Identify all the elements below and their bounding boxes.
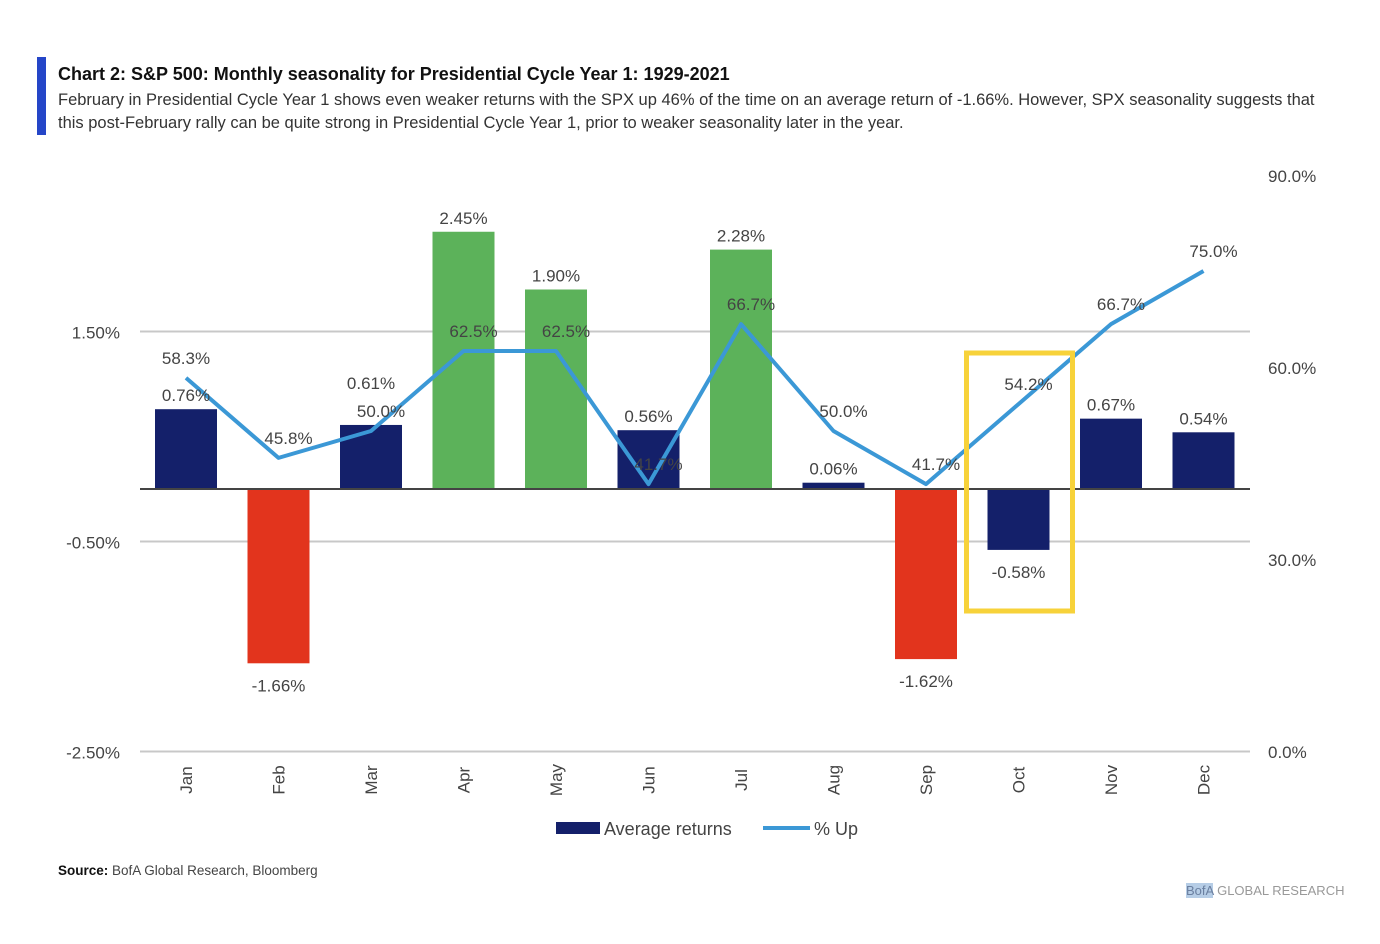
bar-value-label: 0.54% xyxy=(1179,409,1227,428)
pct-up-label: 66.7% xyxy=(727,295,775,314)
source-label: Source: xyxy=(58,863,109,878)
bar-jul xyxy=(710,249,772,489)
chart-title: Chart 2: S&P 500: Monthly seasonality fo… xyxy=(58,64,730,84)
x-tick-label: Apr xyxy=(455,766,474,793)
brand-text: GLOBAL RESEARCH xyxy=(1213,883,1345,898)
legend-label-pct-up: % Up xyxy=(814,819,858,839)
bar-oct xyxy=(987,489,1050,550)
x-tick-label: Feb xyxy=(270,765,289,794)
pct-up-label: 66.7% xyxy=(1097,295,1145,314)
x-tick-label: Jun xyxy=(640,766,659,793)
bar-apr xyxy=(432,231,495,489)
pct-up-label: 54.2% xyxy=(1004,375,1052,394)
pct-up-label: 62.5% xyxy=(449,322,497,341)
pct-up-label: 50.0% xyxy=(819,402,867,421)
chart-subtitle: February in Presidential Cycle Year 1 sh… xyxy=(58,91,1315,132)
accent-bar xyxy=(37,57,46,135)
pct-up-label: 50.0% xyxy=(357,402,405,421)
bar-value-label: -1.66% xyxy=(252,676,306,695)
x-tick-label: Dec xyxy=(1195,764,1214,795)
bar-jan xyxy=(155,409,217,489)
bar-value-label: 2.45% xyxy=(439,209,487,228)
source-note: Source: BofA Global Research, Bloomberg xyxy=(58,863,318,878)
bar-sep xyxy=(895,489,957,660)
bar-value-label: 0.56% xyxy=(624,407,672,426)
bar-mar xyxy=(340,424,402,489)
x-tick-label: Aug xyxy=(825,765,844,795)
right-tick-label: 30.0% xyxy=(1268,551,1316,570)
left-tick-label: -2.50% xyxy=(66,744,120,763)
highlight-box xyxy=(964,350,1075,614)
pct-up-line xyxy=(184,269,1205,487)
legend-label-average-returns: Average returns xyxy=(604,819,732,839)
right-tick-label: 0.0% xyxy=(1268,743,1307,762)
bar-value-label: 0.61% xyxy=(347,374,395,393)
pct-up-label: 45.8% xyxy=(264,429,312,448)
x-tick-label: Jan xyxy=(177,766,196,793)
right-tick-label: 60.0% xyxy=(1268,359,1316,378)
legend-bar-swatch xyxy=(556,822,600,834)
left-tick-label: -0.50% xyxy=(66,534,120,553)
bar-nov xyxy=(1080,418,1142,489)
source-text: BofA Global Research, Bloomberg xyxy=(108,863,318,878)
pct-up-label: 62.5% xyxy=(542,322,590,341)
x-tick-label: Mar xyxy=(362,765,381,795)
bar-value-label: 1.90% xyxy=(532,267,580,286)
x-tick-label: Nov xyxy=(1102,764,1121,795)
brand-mark: BofA xyxy=(1186,883,1214,898)
bar-aug xyxy=(802,482,865,489)
bar-feb xyxy=(247,489,310,664)
pct-up-label: 41.7% xyxy=(912,455,960,474)
bar-value-label: -1.62% xyxy=(899,672,953,691)
bar-may xyxy=(525,289,587,489)
bar-value-label: -0.58% xyxy=(992,563,1046,582)
left-tick-label: 1.50% xyxy=(72,324,120,343)
x-tick-label: Sep xyxy=(917,765,936,795)
pct-up-label: 58.3% xyxy=(162,349,210,368)
pct-up-label: 41.7% xyxy=(634,455,682,474)
x-tick-label: Oct xyxy=(1010,767,1029,794)
right-tick-label: 90.0% xyxy=(1268,167,1316,186)
x-tick-label: Jul xyxy=(732,769,751,791)
bar-jun xyxy=(617,430,680,489)
brand-logo: BofA GLOBAL RESEARCH xyxy=(1186,883,1344,898)
bar-value-label: 0.06% xyxy=(809,460,857,479)
x-tick-label: May xyxy=(547,763,566,796)
bar-value-label: 2.28% xyxy=(717,227,765,246)
bar-value-label: 0.76% xyxy=(162,386,210,405)
pct-up-label: 75.0% xyxy=(1189,242,1237,261)
bar-dec xyxy=(1172,432,1235,489)
bar-value-label: 0.67% xyxy=(1087,396,1135,415)
